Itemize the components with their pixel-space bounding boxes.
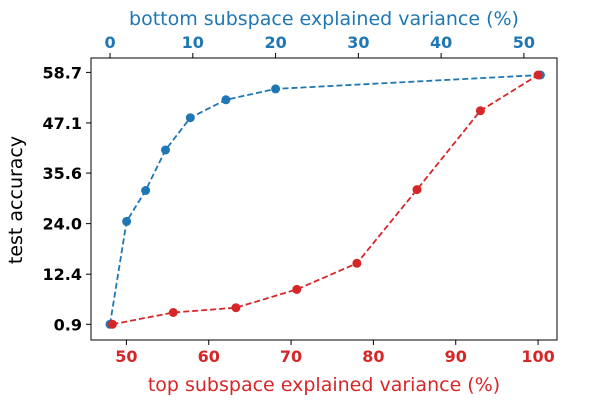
data-point-bottom [352,258,362,268]
series-layer [105,70,545,329]
y-tick-label: 12.4 [43,265,82,284]
y-tick-label: 24.0 [43,215,82,234]
data-point-top [141,186,151,195]
data-point-bottom [168,308,178,317]
top-tick-label: 30 [347,33,369,52]
top-tick-label: 40 [430,33,452,52]
bottom-tick-label: 100 [521,347,554,366]
data-point-bottom [475,106,485,116]
bottom-tick-label: 90 [445,347,467,366]
data-point-bottom [107,319,117,329]
data-point-bottom [292,284,302,294]
y-axis-title: test accuracy [5,136,27,264]
y-tick-label: 58.7 [43,63,82,82]
data-point-bottom [533,70,543,80]
data-point-bottom [231,303,241,313]
data-point-top [161,145,170,155]
series-line-bottom [112,74,539,326]
data-point-top [122,216,132,226]
data-point-bottom [412,185,422,195]
bottom-tick-label: 70 [280,347,302,366]
bottom-axis-ticks: 50 60 70 80 90 100 [115,340,555,366]
bottom-axis-title: top subspace explained variance (%) [148,374,500,396]
y-axis-ticks: 0.9 12.4 24.0 35.6 47.1 58.7 [43,63,91,334]
top-axis-title: bottom subspace explained variance (%) [129,8,519,30]
data-point-top [185,113,195,123]
top-axis-ticks: 0 10 20 30 40 50 [104,33,535,58]
top-tick-label: 0 [104,33,115,52]
y-tick-label: 47.1 [43,114,82,133]
bottom-tick-label: 50 [115,347,137,366]
top-tick-label: 20 [264,33,286,52]
top-tick-label: 10 [182,33,204,52]
bottom-tick-label: 80 [362,347,384,366]
data-point-top [221,95,231,105]
y-tick-label: 35.6 [43,164,82,183]
bottom-tick-label: 60 [198,347,220,366]
y-tick-label: 0.9 [54,315,82,334]
top-tick-label: 50 [513,33,535,52]
plot-frame [90,57,558,341]
data-point-top [271,84,281,94]
series-line-top [109,74,541,325]
